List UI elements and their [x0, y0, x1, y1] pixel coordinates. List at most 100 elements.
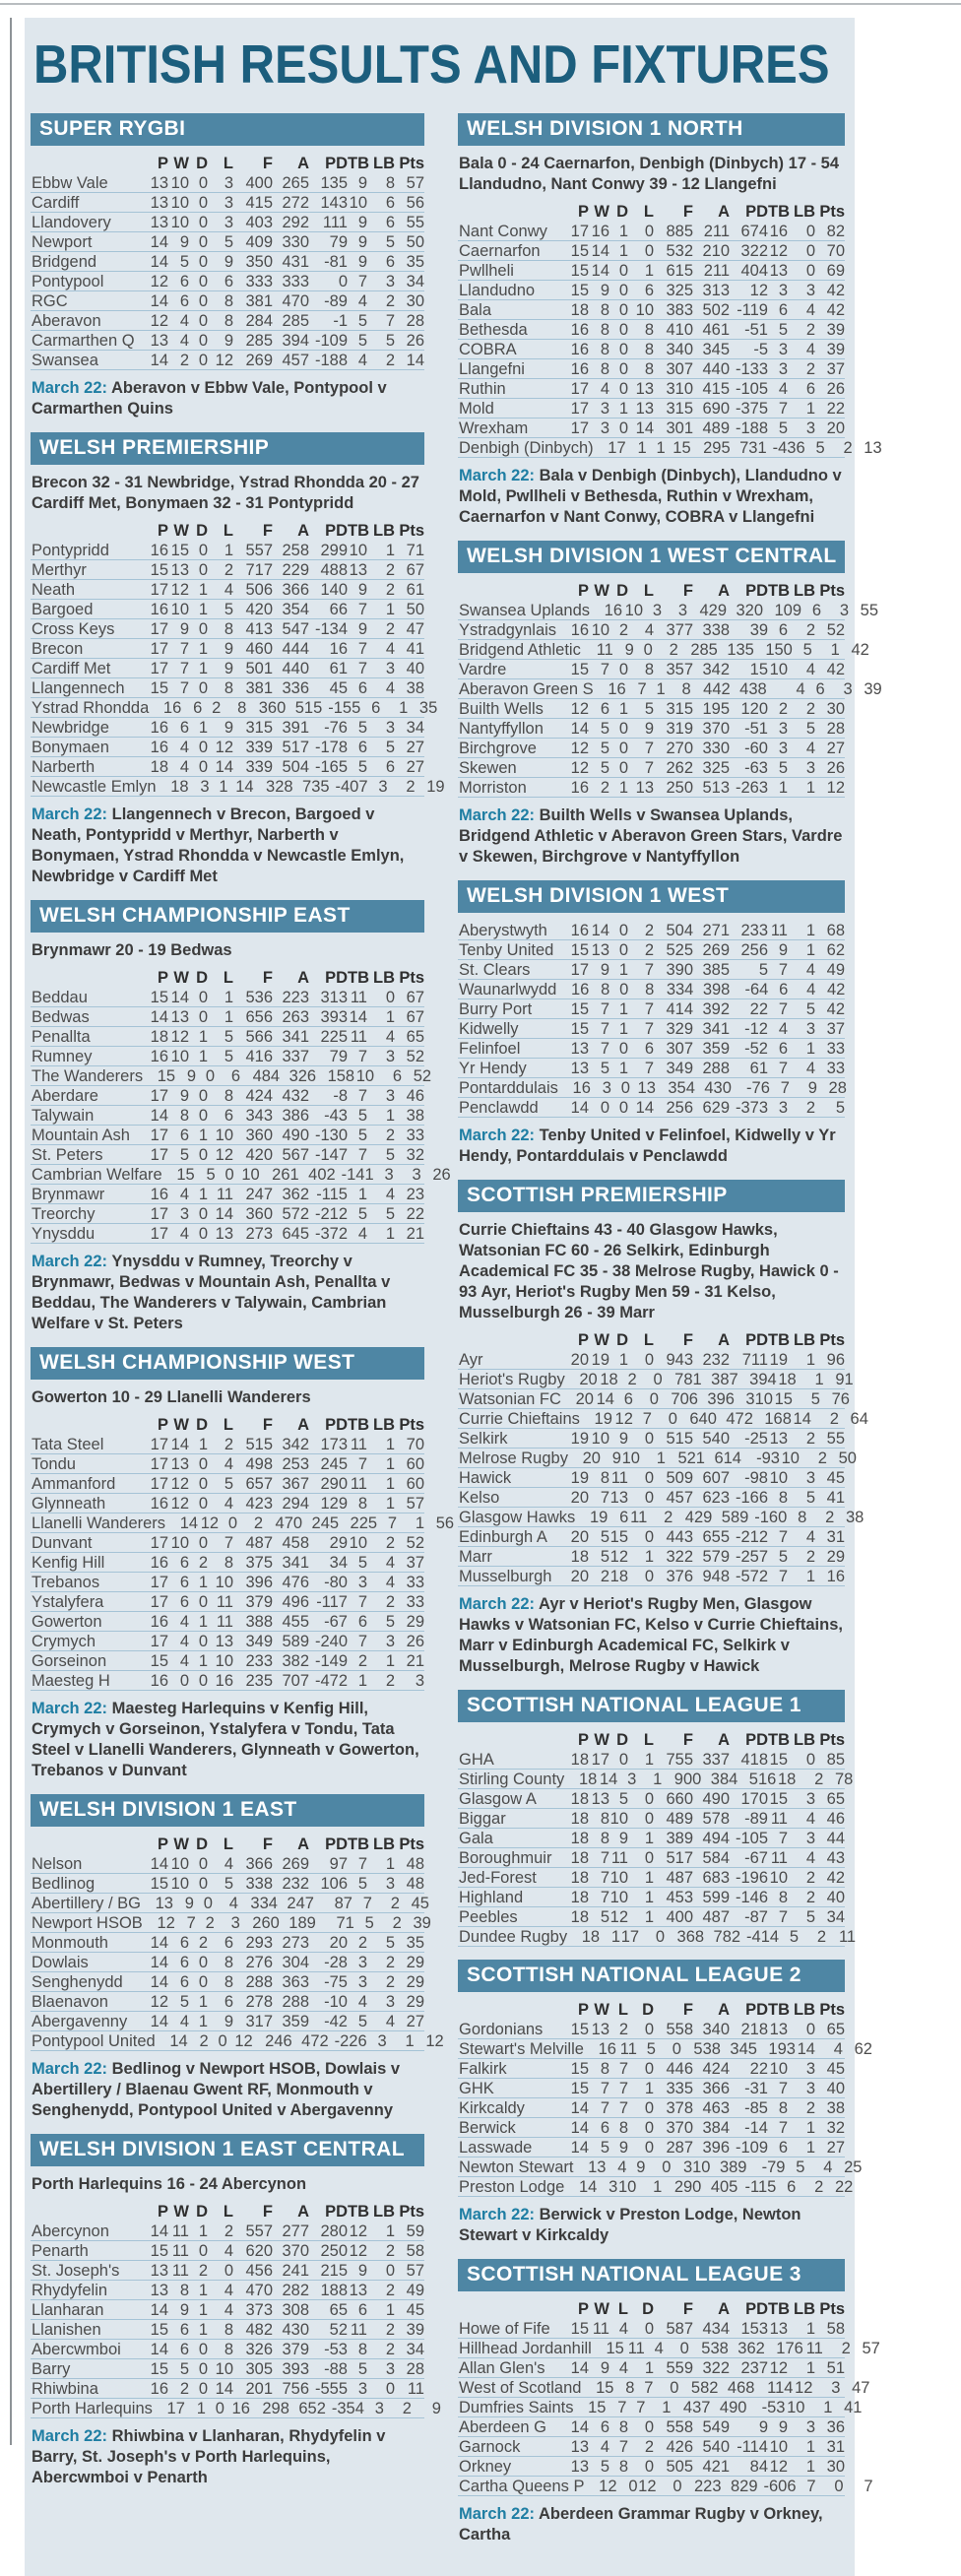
stat-cell: 1: [805, 2139, 815, 2157]
stat-cell: 2: [814, 2178, 824, 2197]
stat-cell: 558: [666, 2021, 693, 2039]
stat-cell: 1: [644, 1889, 654, 1907]
stat-cell: 17: [166, 2400, 185, 2418]
stat-cell: 262: [666, 759, 693, 778]
team-name-cell: Crymych: [32, 1633, 96, 1651]
stat-cell: 16: [570, 321, 589, 340]
table-row: Newcastle Emlyn 18 3 1 14 328 735 -407 3 2 19: [31, 777, 445, 798]
stat-cell: 3: [357, 1973, 367, 1992]
header-cell-pd: PD: [745, 2001, 768, 2020]
table-row: Rhydyfelin 13 8 1 4 470 282 188 13 2 49: [31, 2281, 424, 2301]
stat-cell: 16: [598, 2040, 616, 2059]
league-table: P W D L F A PD TB LB Pts Swansea Uplands 16 10 3 3 429…: [458, 581, 882, 799]
stat-cell: 14: [635, 1099, 654, 1118]
stat-cell: 19: [589, 1509, 609, 1527]
stat-cell: 14: [797, 2040, 815, 2059]
stat-cell: 0: [644, 2320, 654, 2339]
stat-cell: 5: [224, 1875, 233, 1894]
header-cell-tb: TB: [348, 522, 369, 541]
stat-cell: 91: [835, 1371, 854, 1389]
stat-cell: 16: [150, 1672, 168, 1691]
stat-cell: 14: [591, 242, 609, 261]
stat-cell: 20: [570, 1528, 589, 1547]
stat-cell: 7: [179, 679, 189, 698]
table-row: Ystradgynlais 16 10 2 4 377 338 39 6 2 52: [458, 620, 845, 641]
stat-cell: -5: [753, 341, 768, 359]
stat-cell: 394: [749, 1371, 777, 1389]
team-name-cell: Falkirk: [459, 2060, 507, 2079]
stat-cell: 9: [357, 174, 367, 193]
header-cell-a: A: [718, 203, 730, 222]
table-row: Porth Harlequins 17 1 0 16 298 652 -354 3 2 9: [31, 2399, 441, 2419]
stat-cell: 7: [600, 2099, 609, 2118]
stat-cell: 1: [357, 1672, 367, 1691]
header-cell-w: W: [594, 1331, 609, 1350]
table-row: Morriston 16 2 1 13 250 513 -263 1 1 12: [458, 778, 845, 799]
stat-cell: 2: [198, 1554, 208, 1573]
table-row: Kidwelly 15 7 1 7 329 341 -12 4 3 37: [458, 1019, 845, 1040]
stat-cell: 48: [406, 1855, 424, 1874]
table-row: Ebbw Vale 13 10 0 3 400 265 135 9 8 57: [31, 173, 424, 194]
header-cell-tb: TB: [768, 2001, 790, 2020]
header-cell-w: W: [173, 155, 189, 173]
stat-cell: 13: [215, 1225, 233, 1244]
league-table: P W D L F A PD TB LB Pts GHA 18 17 0 1 755 337 418 15 0 85 S…: [458, 1730, 856, 1948]
stat-cell: 67: [406, 1008, 424, 1027]
stat-cell: 317: [245, 2013, 273, 2031]
stat-cell: 39: [749, 621, 769, 640]
stat-cell: 3: [805, 1469, 815, 1488]
stat-cell: 176: [776, 2340, 803, 2358]
section-header-bar: WELSH CHAMPIONSHIP EAST: [31, 900, 424, 934]
stat-cell: 1: [198, 1028, 208, 1047]
newspaper-sheet: BRITISH RESULTS AND FIXTURES SUPER RYGBI…: [25, 18, 882, 2576]
column-left: SUPER RYGBI P W D L F A PD TB LB Pts Ebbw Vale 13 1…: [31, 113, 454, 2558]
stat-cell: 1: [618, 700, 628, 719]
stat-cell: 232: [282, 1875, 309, 1894]
stat-cell: 342: [702, 661, 730, 679]
stat-cell: 322: [702, 2359, 730, 2378]
stat-cell: -155: [328, 699, 361, 718]
stat-cell: 414: [666, 1000, 693, 1019]
stat-cell: 10: [609, 1810, 628, 1829]
table-row: Glasgow Hawks 19 6 11 2 429 589 -160 8 2 38: [458, 1508, 864, 1528]
stat-cell: 5: [802, 641, 812, 660]
fixtures-line: March 22: Berwick v Preston Lodge, Newto…: [459, 2205, 845, 2246]
stat-cell: 9: [179, 2301, 189, 2320]
section-title: WELSH DIVISION 1 EAST CENTRAL: [39, 2138, 405, 2161]
header-cell-d: D: [616, 1731, 628, 1750]
stat-cell: 5: [835, 1099, 845, 1118]
stat-cell: 1: [618, 779, 628, 798]
stat-cell: 16: [571, 981, 590, 999]
stat-cell: 386: [282, 1107, 309, 1126]
header-cell-p: P: [577, 203, 589, 222]
stat-cell: 18: [581, 1928, 601, 1947]
stat-cell: 273: [282, 1934, 309, 1953]
stat-cell: 14: [591, 922, 609, 940]
table-row: Abertillery / BG 13 9 0 4 334 247 87 7 2 45: [31, 1894, 429, 1914]
stat-cell: 14: [150, 1954, 168, 1972]
stat-cell: 57: [862, 2340, 880, 2358]
stat-cell: 280: [320, 2222, 348, 2241]
stat-cell: 22: [834, 2178, 854, 2197]
team-name-cell: Trebanos: [32, 1574, 100, 1592]
stat-cell: 11: [770, 1810, 788, 1829]
league-section-welsh-division-1-west-central: WELSH DIVISION 1 WEST CENTRAL P W D L F A PD TB…: [458, 541, 882, 868]
stat-cell: 0: [644, 1790, 654, 1809]
stat-cell: 400: [666, 1908, 693, 1927]
stat-cell: 6: [179, 1954, 189, 1972]
team-name-cell: Dunvant: [32, 1534, 93, 1553]
stat-cell: 0: [198, 352, 208, 370]
stat-cell: 0: [198, 292, 208, 311]
stat-cell: 3: [200, 778, 210, 797]
header-cell-a: A: [297, 1835, 309, 1854]
stat-cell: 9: [624, 641, 634, 660]
table-row: Musselburgh 20 2 18 0 376 948 -572 7 1 16: [458, 1567, 845, 1587]
table-row: Bala 18 8 0 10 383 502 -119 6 4 42: [458, 300, 845, 321]
team-name-cell: Burry Port: [459, 1000, 533, 1019]
stat-cell: 2: [817, 1449, 827, 1468]
stat-cell: 0: [218, 2032, 227, 2051]
stat-cell: 11: [630, 1509, 648, 1527]
stat-cell: -87: [744, 1908, 768, 1927]
stat-cell: 3: [357, 1954, 367, 1972]
stat-cell: 245: [311, 1514, 340, 1533]
